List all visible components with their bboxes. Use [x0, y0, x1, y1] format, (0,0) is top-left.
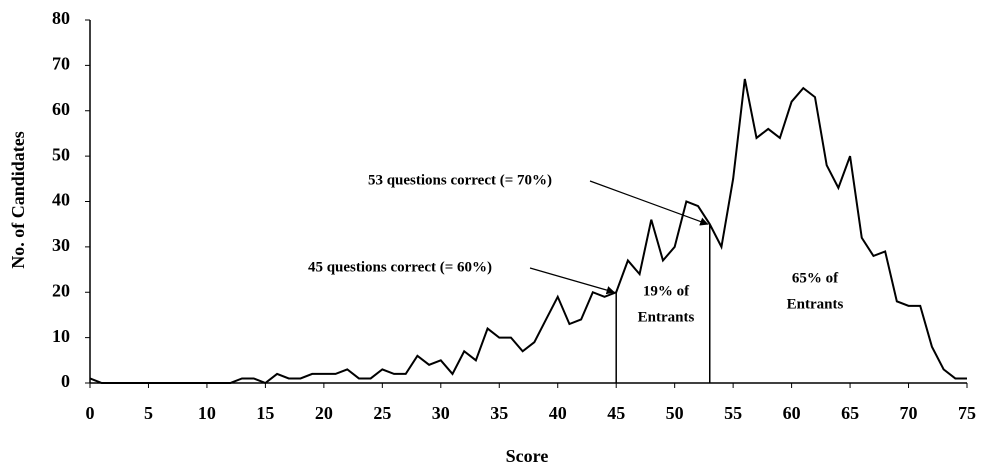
x-tick-label: 60 [783, 403, 801, 423]
x-tick-label: 30 [432, 403, 450, 423]
marker-label: 53 questions correct (= 70%) [368, 172, 552, 188]
y-tick-label: 0 [61, 371, 70, 391]
y-tick-label: 60 [52, 99, 70, 119]
y-axis-label: No. of Candidates [8, 131, 28, 269]
y-tick-label: 20 [52, 280, 70, 300]
marker-arrow [529, 267, 616, 295]
region-label: Entrants [638, 309, 695, 325]
y-tick-label: 10 [52, 326, 70, 346]
data-line [89, 78, 967, 385]
x-tick-label: 5 [144, 403, 153, 423]
y-tick-label: 50 [52, 144, 70, 164]
x-tick-label: 55 [724, 403, 742, 423]
x-tick-label: 50 [666, 403, 684, 423]
x-tick-label: 10 [198, 403, 216, 423]
region-label: 19% of [643, 283, 690, 299]
x-tick-label: 35 [490, 403, 508, 423]
x-tick-label: 15 [256, 403, 274, 423]
marker-arrow [589, 180, 709, 226]
x-tick-label: 40 [549, 403, 567, 423]
y-tick-label: 40 [52, 190, 70, 210]
x-tick-label: 0 [86, 403, 95, 423]
x-tick-label: 20 [315, 403, 333, 423]
y-tick-label: 30 [52, 235, 70, 255]
x-tick-label: 25 [373, 403, 391, 423]
x-tick-label: 75 [958, 403, 976, 423]
x-tick-label: 45 [607, 403, 625, 423]
x-tick-label: 65 [841, 403, 859, 423]
region-label: Entrants [787, 296, 844, 312]
marker-label: 45 questions correct (= 60%) [308, 259, 492, 275]
region-label: 65% of [792, 270, 839, 286]
y-tick-label: 80 [52, 8, 70, 28]
x-axis-label: Score [506, 446, 549, 466]
y-tick-label: 70 [52, 54, 70, 74]
x-tick-label: 70 [900, 403, 918, 423]
